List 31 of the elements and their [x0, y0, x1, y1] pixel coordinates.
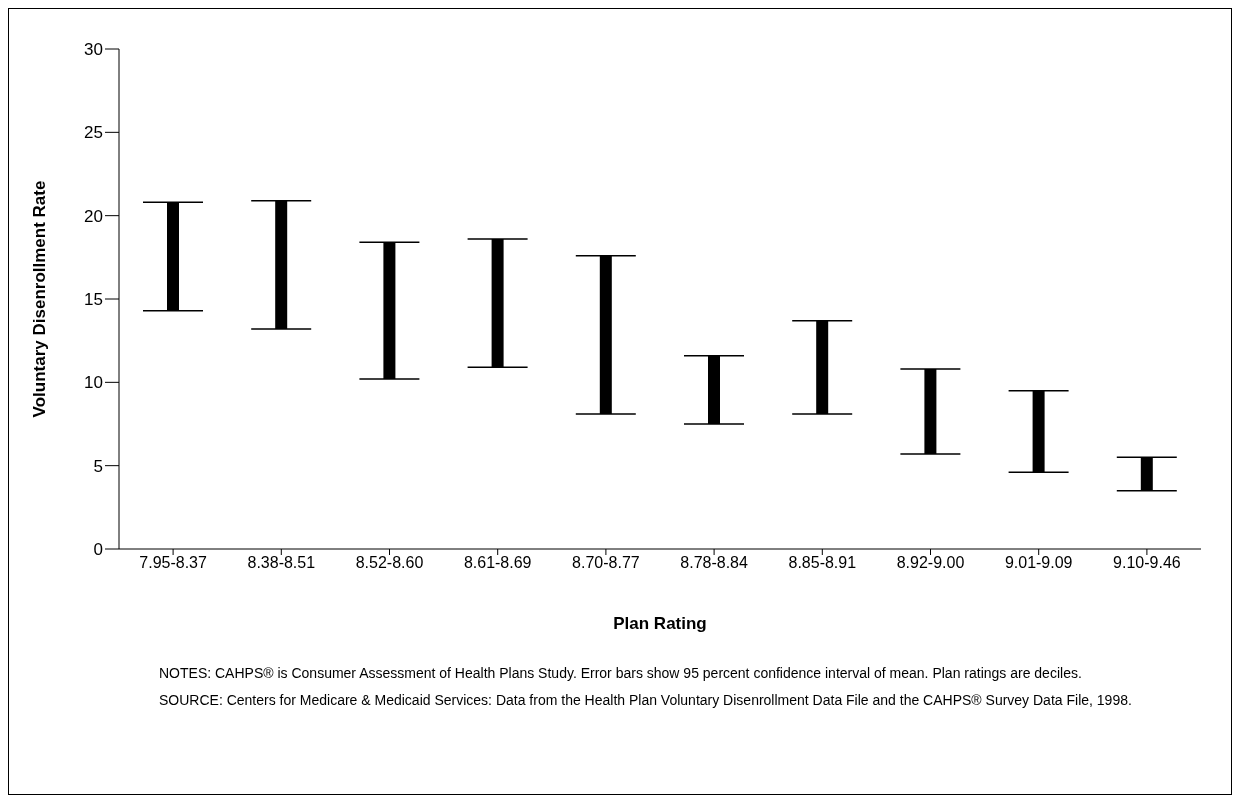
bar: [167, 202, 179, 311]
bar: [491, 239, 504, 368]
bar: [383, 242, 396, 379]
bar: [275, 200, 288, 329]
x-tick-label: 8.78-8.84: [680, 554, 749, 572]
bar: [1032, 390, 1045, 473]
x-tick-label: 8.85-8.91: [788, 554, 857, 572]
x-tick-label: 8.70-8.77: [572, 554, 640, 572]
y-tick-label: 15: [84, 290, 103, 310]
x-tick-label: 8.92-9.00: [896, 554, 965, 572]
x-tick-label: 9.10-9.46: [1113, 554, 1181, 572]
y-tick-label: 0: [93, 540, 103, 560]
y-tick-label: 30: [84, 40, 103, 60]
bar: [1140, 457, 1153, 491]
y-tick-label: 25: [84, 123, 103, 143]
x-tick-label: 8.52-8.60: [355, 554, 424, 572]
bar: [816, 320, 829, 414]
x-tick-label: 8.38-8.51: [247, 554, 316, 572]
y-tick-label: 5: [93, 456, 103, 476]
y-axis-title: Voluntary Disenrollment Rate: [30, 180, 50, 418]
bar: [599, 255, 612, 414]
x-axis-title: Plan Rating: [613, 614, 707, 633]
x-tick-label: 7.95-8.37: [139, 554, 208, 572]
text: NOTES: CAHPS® is Consumer Assessment of Health Plans Study. Error bars show 95 percent confidence interval of mean. Plan ratings are deciles.: [159, 664, 1083, 683]
source-note: SOURCE: Centers for Medicare & Medicaid Services: Data from the Health Plan Voluntary Disenrollment Data File and the CAHPS® Survey Data File, 1998.: [159, 691, 1133, 710]
y-tick-label: 20: [84, 206, 103, 226]
bar: [708, 355, 720, 424]
y-tick-label: 10: [84, 373, 103, 393]
bar: [924, 369, 937, 454]
x-tick-label: 9.01-9.09: [1004, 554, 1073, 572]
x-tick-label: 8.61-8.69: [463, 554, 532, 572]
